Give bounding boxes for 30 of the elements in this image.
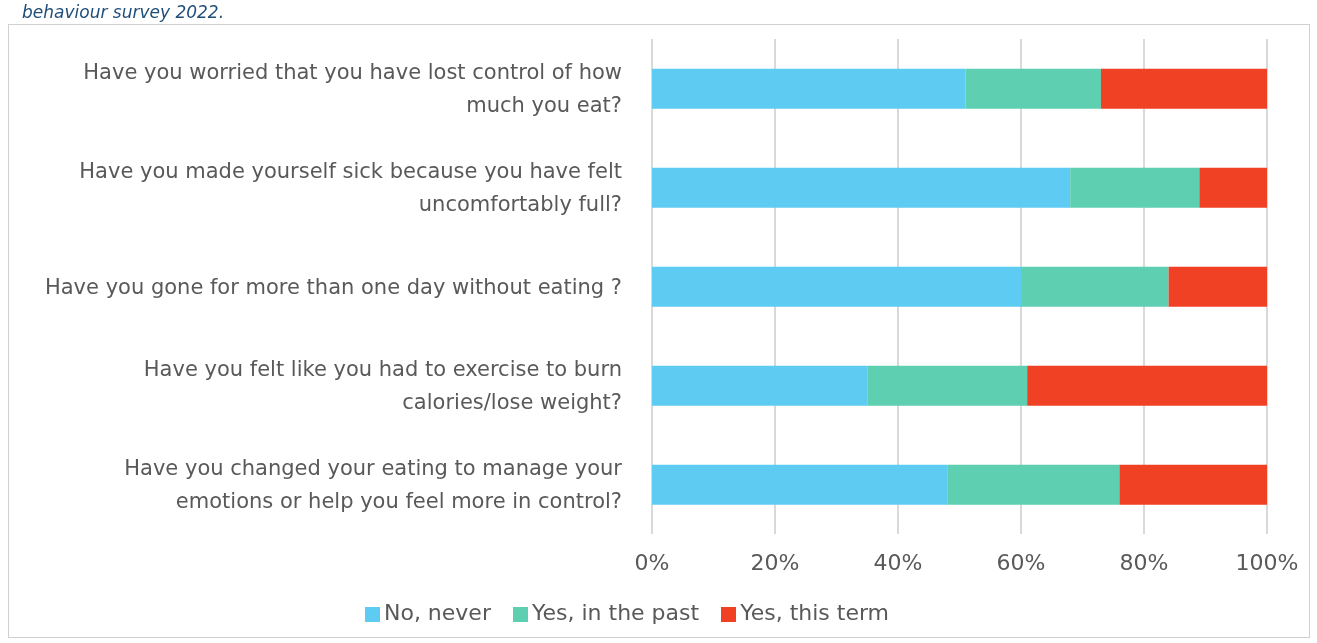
bar <box>652 365 868 406</box>
bar <box>1168 266 1267 307</box>
bar <box>965 68 1101 109</box>
x-tick-label: 20% <box>750 549 800 575</box>
x-tick-label: 0% <box>634 549 670 575</box>
y-tick-label: Have you gone for more than one day without eating ? <box>44 274 622 299</box>
x-tick-label: 40% <box>873 549 923 575</box>
x-tick-label: 80% <box>1119 549 1169 575</box>
bar <box>1199 167 1267 208</box>
y-tick-label: Have you felt like you had to exercise to burn calories/lose weight? <box>143 357 622 414</box>
bar <box>652 68 966 109</box>
y-tick-label: Have you worried that you have lost control of how much you eat? <box>83 60 622 117</box>
x-tick-label: 100% <box>1235 549 1299 575</box>
legend-label: Yes, this term <box>740 600 890 625</box>
bar <box>1021 266 1169 307</box>
legend-label: No, never <box>383 600 491 625</box>
bar <box>947 464 1120 505</box>
bar <box>1119 464 1267 505</box>
bar <box>1027 365 1267 406</box>
bar <box>652 464 948 505</box>
bar <box>1100 68 1267 109</box>
bar <box>652 266 1021 307</box>
bar <box>1070 167 1200 208</box>
text: behaviour survey 2022. <box>22 2 225 22</box>
legend-label: Yes, in the past <box>531 600 700 625</box>
x-tick-label: 60% <box>996 549 1046 575</box>
bar <box>867 365 1028 406</box>
y-tick-label: Have you made yourself sick because you have felt uncomfortably full? <box>79 159 622 216</box>
y-tick-label: Have you changed your eating to manage your emotions or help you feel more in control? <box>124 456 623 513</box>
bar <box>652 167 1071 208</box>
